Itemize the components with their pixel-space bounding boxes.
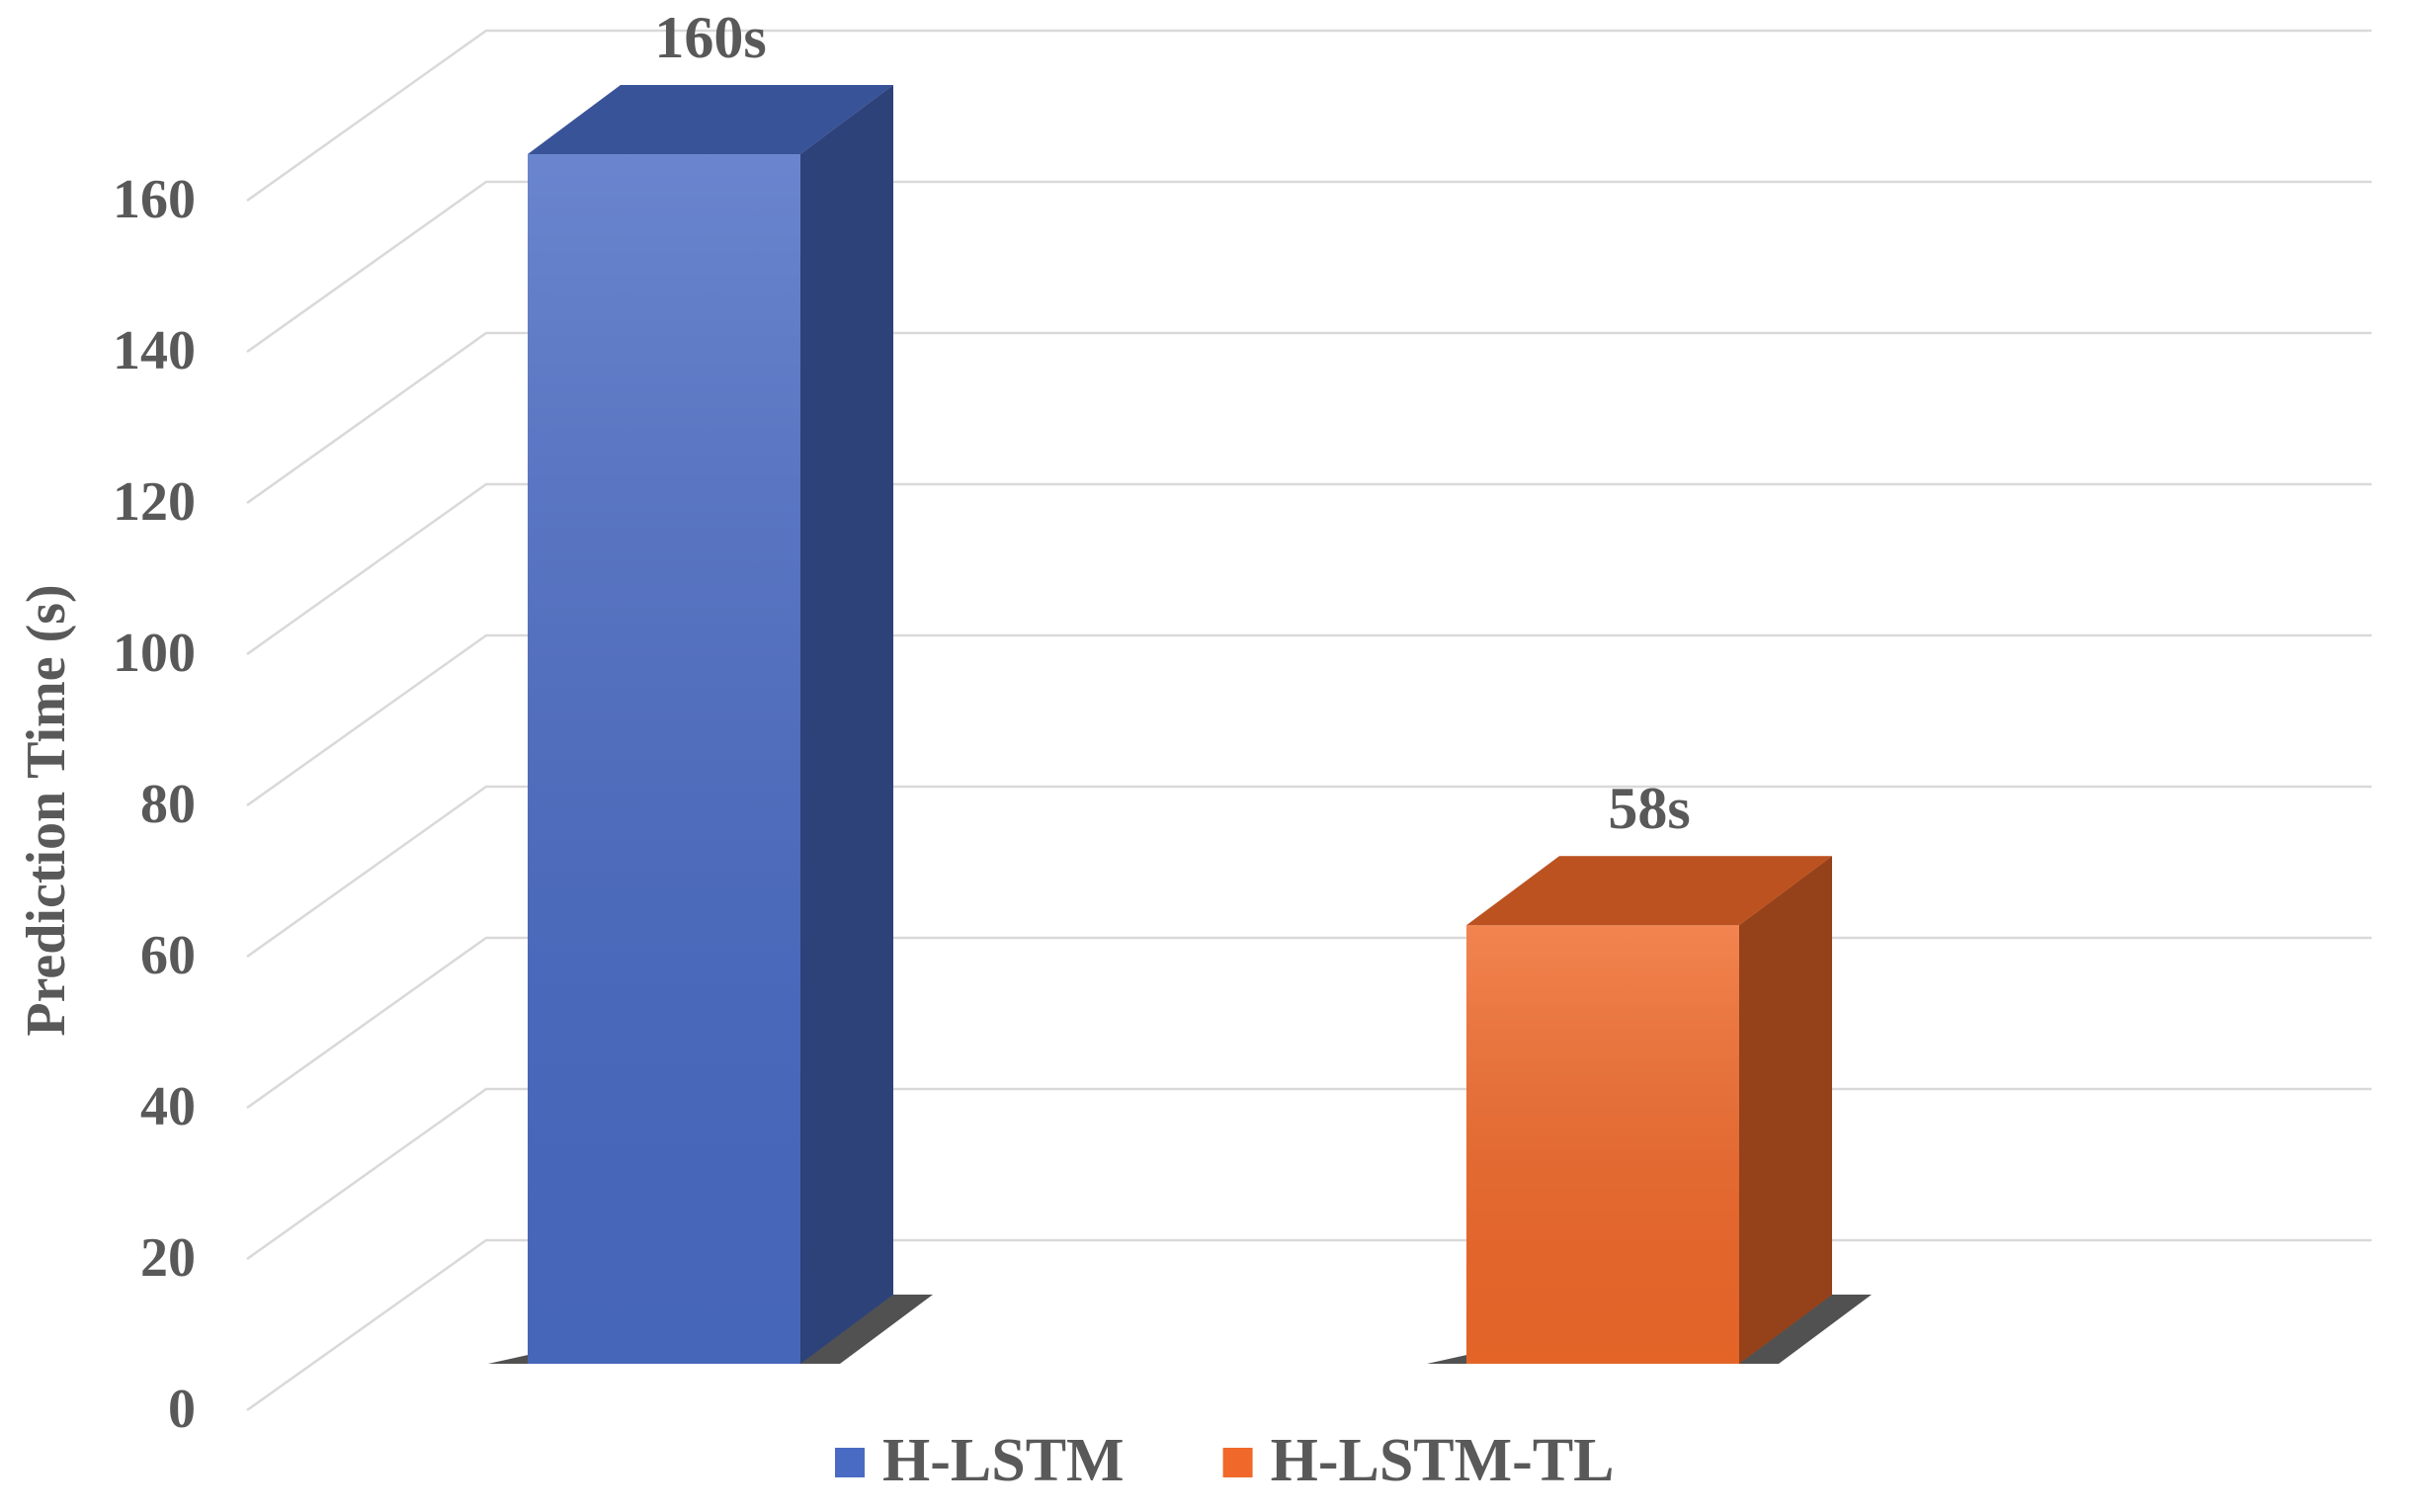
y-tick-label: 120 <box>113 471 196 533</box>
y-tick-label: 140 <box>113 320 196 381</box>
value-label: 160s <box>654 5 766 70</box>
y-tick-label: 0 <box>168 1379 196 1440</box>
y-tick-label: 80 <box>140 774 196 835</box>
legend-label: H-LSTM <box>882 1427 1125 1494</box>
legend-label: H-LSTM-TL <box>1271 1427 1615 1494</box>
bar-side <box>1739 856 1832 1364</box>
grid-line <box>246 331 2372 505</box>
bar-shade <box>800 85 893 1364</box>
grid-line <box>246 785 2372 959</box>
bar-top <box>528 85 893 154</box>
bar-top <box>1466 856 1832 926</box>
y-axis-label: Prediction Time (s) <box>16 584 77 1036</box>
bar-shade <box>528 85 893 154</box>
y-tick-label: 60 <box>140 925 196 986</box>
grid-line <box>246 29 2372 203</box>
y-tick-label: 20 <box>140 1227 196 1289</box>
legend-swatch <box>835 1448 865 1477</box>
bar-shade <box>1466 856 1832 926</box>
grid-line <box>246 482 2372 656</box>
value-label: 58s <box>1608 776 1690 841</box>
y-tick-label: 100 <box>113 623 196 684</box>
bar-side <box>800 85 893 1364</box>
y-tick-label: 40 <box>140 1076 196 1137</box>
grid-line <box>246 180 2372 354</box>
bar-highlight <box>528 154 800 1364</box>
bar-highlight <box>1466 925 1739 1364</box>
bar-shade <box>1739 856 1832 1364</box>
y-tick-label: 160 <box>113 169 196 230</box>
legend-swatch <box>1222 1448 1253 1477</box>
grid-line <box>246 633 2372 807</box>
